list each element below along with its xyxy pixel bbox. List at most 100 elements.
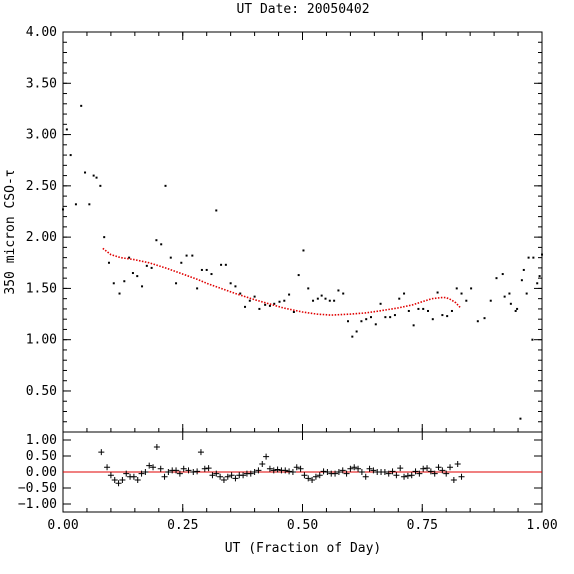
residual-point: [270, 467, 277, 474]
residual-point: [381, 469, 388, 475]
residual-point: [324, 469, 331, 475]
residual-point: [404, 472, 411, 479]
tau-ytick-label: 1.50: [26, 281, 57, 296]
tau-point: [520, 279, 523, 282]
tau-point: [465, 299, 468, 302]
tau-point: [450, 309, 453, 312]
tau-point: [403, 292, 406, 295]
tau-point: [65, 128, 68, 131]
residual-point: [351, 464, 358, 471]
tau-point: [527, 256, 530, 259]
tau-point: [495, 277, 498, 280]
tau-point: [541, 253, 543, 256]
tau-point: [384, 316, 387, 319]
tau-point: [347, 320, 350, 323]
tau-point: [431, 318, 434, 321]
x-tick-label: 0.25: [167, 518, 198, 533]
tau-ytick-label: 1.00: [26, 333, 57, 348]
tau-point: [501, 273, 504, 276]
x-tick-label: 0.75: [407, 518, 438, 533]
residual-point: [142, 469, 149, 475]
tau-point: [365, 318, 368, 321]
residual-point: [180, 465, 187, 472]
residual-point: [205, 465, 212, 472]
residual-point: [301, 472, 308, 479]
x-tick-label: 1.00: [526, 518, 557, 533]
residual-point: [274, 466, 281, 473]
tau-panel-frame: [62, 31, 543, 433]
residual-ytick-label: −0.50: [18, 481, 57, 496]
tau-point: [131, 272, 134, 275]
residual-point: [412, 468, 419, 475]
tau-point: [160, 243, 163, 246]
residual-point: [190, 469, 197, 475]
residual-point: [282, 467, 289, 474]
tau-point: [169, 256, 172, 259]
residual-point: [401, 473, 408, 480]
tau-point: [508, 292, 511, 295]
tau-point: [185, 254, 188, 257]
tau-point: [92, 174, 95, 177]
residual-point: [286, 468, 293, 475]
tau-point: [141, 285, 144, 288]
tau-point: [268, 304, 271, 307]
tau-point: [112, 282, 115, 285]
tau-point: [74, 203, 77, 206]
tau-point: [196, 287, 199, 290]
tau-point: [234, 285, 237, 288]
residual-point: [293, 464, 300, 471]
residual-point: [305, 475, 312, 482]
tau-point: [324, 297, 327, 300]
tau-point: [426, 309, 429, 312]
tau-point: [84, 171, 87, 174]
residual-point: [427, 468, 434, 475]
tau-point: [278, 300, 281, 303]
tau-point: [389, 316, 392, 319]
residual-point: [224, 473, 231, 480]
tau-axis-label: 350 micron CSO-τ: [3, 169, 18, 294]
tau-point: [522, 268, 525, 271]
tau-point: [215, 209, 218, 212]
residual-point: [185, 467, 192, 474]
tau-ytick-label: 3.50: [26, 76, 57, 91]
residual-point: [443, 470, 450, 477]
tau-point: [224, 263, 227, 266]
residual-point: [289, 469, 296, 475]
tau-point: [107, 261, 110, 264]
tau-point: [62, 208, 64, 211]
residual-point: [309, 477, 316, 483]
residual-point: [119, 477, 126, 483]
tau-point: [145, 264, 148, 267]
tau-point: [483, 317, 486, 320]
tau-point: [80, 104, 83, 107]
tau-point: [264, 303, 267, 306]
x-tick-label: 0.00: [47, 518, 78, 533]
tau-point: [312, 299, 315, 302]
residual-point: [165, 469, 172, 475]
residual-point: [176, 470, 183, 477]
residual-point: [339, 467, 346, 474]
residual-point: [389, 468, 396, 475]
residual-point: [134, 477, 141, 483]
residual-point: [370, 467, 377, 474]
tau-point: [128, 256, 131, 259]
tau-point: [532, 256, 535, 259]
residual-point: [393, 472, 400, 479]
residual-point: [266, 465, 273, 472]
residual-point: [111, 477, 118, 483]
residual-point: [358, 469, 365, 475]
residual-ytick-label: 1.00: [26, 433, 57, 448]
tau-point: [489, 299, 492, 302]
tau-point: [88, 203, 91, 206]
tau-point: [514, 309, 517, 312]
residual-point: [123, 470, 130, 477]
tau-point: [258, 307, 261, 310]
tau-point: [393, 314, 396, 317]
tau-point: [283, 299, 286, 302]
residual-point: [347, 465, 354, 472]
residual-point: [458, 473, 465, 480]
residual-point: [251, 469, 258, 475]
residual-point: [173, 467, 180, 474]
tau-point: [333, 299, 336, 302]
tau-point: [519, 417, 522, 420]
